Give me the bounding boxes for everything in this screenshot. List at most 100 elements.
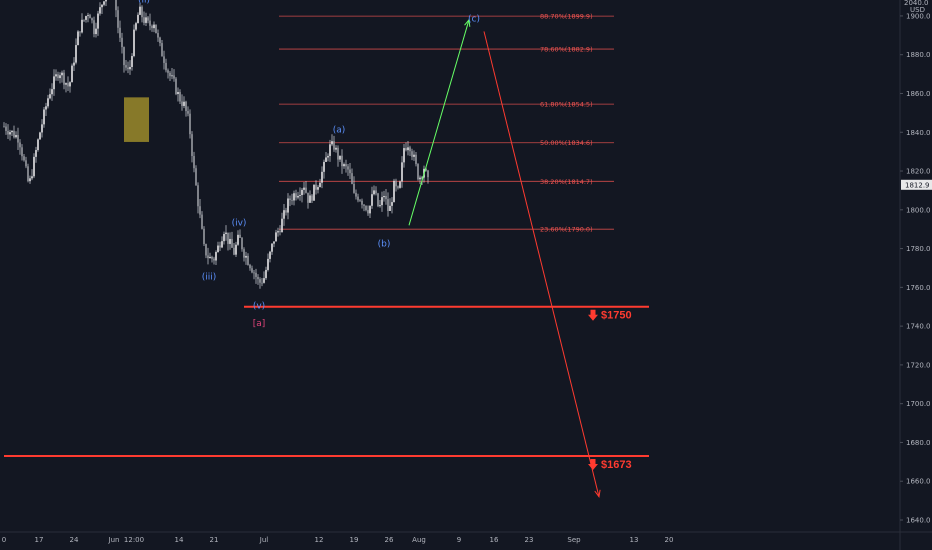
candle-body (7, 130, 9, 135)
candle-body (25, 160, 27, 167)
candle-body (201, 214, 203, 229)
x-tick-label: 12:00 (124, 536, 144, 544)
candle-body (397, 186, 399, 188)
wave-label: (iv) (232, 218, 247, 228)
x-tick-label: 14 (175, 536, 184, 544)
candle-body (385, 195, 387, 200)
candle-body (251, 268, 253, 273)
candle-body (381, 197, 383, 206)
candle-body (365, 205, 367, 211)
wave-label: (ii) (138, 0, 150, 5)
candle-body (391, 202, 393, 206)
candle-body (271, 243, 273, 252)
candle-body (345, 164, 347, 167)
key-levels: $1966$1919$1750$1673 (4, 305, 649, 471)
candle-body (51, 89, 53, 95)
x-tick-label: 23 (525, 536, 534, 544)
candle-body (67, 83, 69, 87)
candle-body (207, 255, 209, 259)
candle-body (297, 195, 299, 198)
x-tick-label: 26 (385, 536, 394, 544)
candles (3, 0, 429, 289)
candle-body (395, 180, 397, 187)
candle-body (225, 232, 227, 234)
x-tick-label: 16 (490, 536, 499, 544)
y-tick-label: 1740.0 (906, 323, 931, 331)
candle-body (401, 162, 403, 182)
candle-body (79, 31, 81, 33)
candle-body (415, 154, 417, 165)
candle-body (133, 29, 135, 57)
candle-body (353, 183, 355, 193)
x-tick-label: 13 (630, 536, 639, 544)
candle-body (43, 109, 45, 125)
candle-body (145, 17, 147, 23)
y-tick-label: 1760.0 (906, 284, 931, 292)
candle-body (41, 124, 43, 133)
candle-body (173, 75, 175, 79)
candle-body (213, 258, 215, 261)
candle-body (19, 142, 21, 148)
candle-body (359, 200, 361, 202)
candle-body (125, 65, 127, 68)
candle-body (5, 126, 7, 131)
candle-body (55, 74, 57, 77)
candle-body (269, 251, 271, 259)
x-tick-label: 24 (70, 536, 79, 544)
candle-body (303, 187, 305, 190)
candle-body (85, 16, 87, 20)
wave-labels: B[c](ii)(iii)(iv)(v)[a](a)(b)[b](c) (138, 0, 480, 329)
candle-body (301, 189, 303, 196)
current-price-label: 1812.9 (905, 181, 930, 189)
candle-body (121, 37, 123, 48)
x-tick-label: 19 (350, 536, 359, 544)
candle-body (347, 166, 349, 170)
candle-body (215, 252, 217, 261)
candle-body (29, 178, 31, 182)
candle-body (11, 130, 13, 133)
candle-body (377, 193, 379, 207)
candle-body (239, 234, 241, 238)
candle-body (13, 130, 15, 138)
candle-body (287, 198, 289, 213)
candle-body (245, 255, 247, 258)
candle-body (399, 181, 401, 188)
candle-body (349, 169, 351, 174)
candle-body (151, 25, 153, 29)
fib-level-label: 50.00%(1834.6) (540, 139, 593, 147)
candle-body (187, 111, 189, 114)
candle-body (373, 190, 375, 195)
candle-body (393, 180, 395, 203)
candle-body (255, 272, 257, 277)
candle-body (417, 164, 419, 180)
y-tick-label: 1820.0 (906, 168, 931, 176)
projection-up-arrow (408, 19, 470, 226)
candle-body (149, 20, 151, 26)
candle-body (405, 148, 407, 151)
candle-body (339, 155, 341, 160)
candle-body (315, 184, 317, 190)
candle-body (141, 6, 143, 18)
candle-body (241, 237, 243, 250)
candle-body (183, 101, 185, 106)
candle-body (65, 83, 67, 85)
down-arrow-icon (588, 309, 598, 321)
candle-body (409, 147, 411, 152)
x-tick-label: 9 (457, 536, 461, 544)
key-level-label: $1673 (601, 459, 632, 471)
x-tick-label: Aug (412, 536, 426, 544)
candle-body (87, 15, 89, 17)
y-tick-label: 1840.0 (906, 129, 931, 137)
candle-body (237, 234, 239, 245)
x-tick-label: 0 (2, 536, 6, 544)
fib-level-label: 61.80%(1854.5) (540, 101, 593, 109)
candle-body (129, 66, 131, 70)
candle-body (175, 78, 177, 95)
candle-body (265, 269, 267, 279)
fib-level-label: 38.20%(1814.7) (540, 178, 593, 186)
candle-body (333, 141, 335, 150)
candle-body (103, 1, 105, 5)
candle-body (305, 187, 307, 193)
